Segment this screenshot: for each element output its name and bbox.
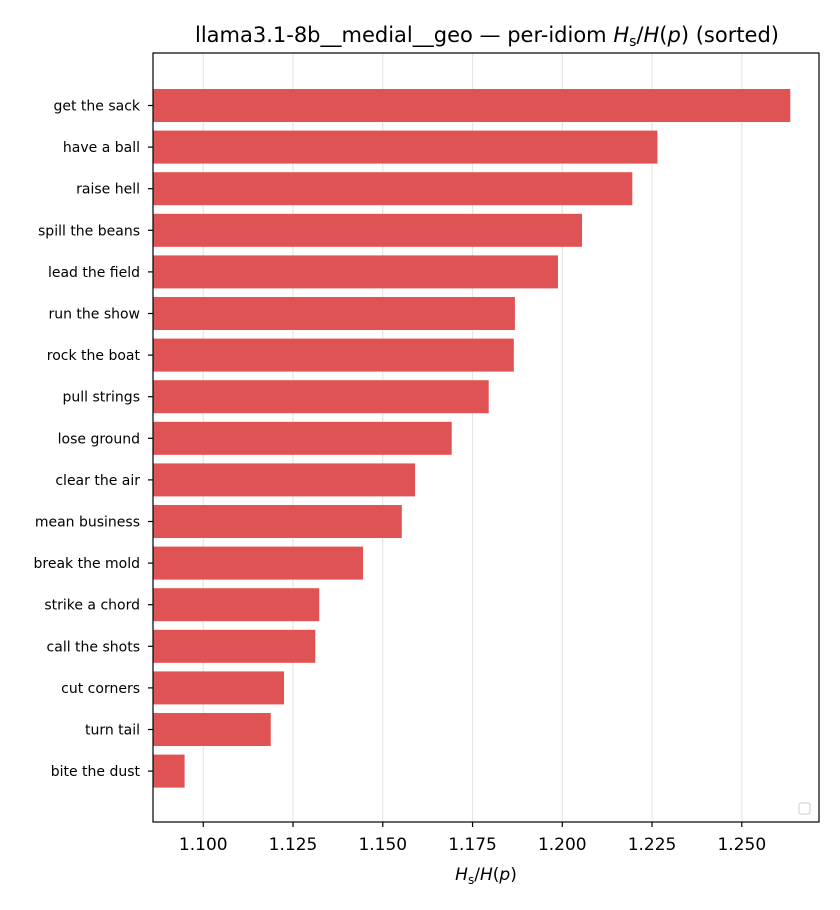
title-math-h: H: [613, 23, 629, 47]
y-tick-label: bite the dust: [51, 764, 141, 780]
x-tick-label: 1.200: [538, 835, 587, 855]
x-tick-label: 1.250: [717, 835, 766, 855]
y-tick-label: have a ball: [63, 140, 140, 156]
bar: [153, 89, 791, 122]
title-math-sub: s: [629, 34, 636, 50]
y-tick-label: run the show: [48, 307, 140, 323]
xlabel-sub: s: [468, 873, 474, 887]
legend-box: [798, 802, 811, 815]
bar: [153, 338, 514, 372]
x-axis-label: Hs/H(p): [455, 865, 517, 887]
y-tick-label: break the mold: [34, 556, 141, 572]
xlabel-h2: H: [480, 865, 493, 885]
bar: [153, 172, 633, 206]
bar: [153, 671, 285, 705]
bar: [153, 297, 515, 330]
bar: [153, 463, 416, 497]
xlabel-paren-close: ): [510, 865, 517, 885]
x-tick-label: 1.175: [448, 835, 497, 855]
title-math-hp: H: [643, 23, 659, 47]
title-suffix: (sorted): [689, 23, 779, 47]
bar: [153, 546, 364, 580]
x-tick-label: 1.225: [628, 835, 677, 855]
x-tick-label: 1.100: [179, 835, 228, 855]
xlabel-paren: (: [493, 865, 500, 885]
y-tick-label: get the sack: [53, 99, 140, 115]
chart-title: llama3.1-8b__medial__geo — per-idiom Hs/…: [195, 23, 779, 50]
x-tick-label: 1.125: [269, 835, 318, 855]
y-tick-label: raise hell: [76, 182, 140, 198]
y-tick-label: turn tail: [85, 723, 140, 739]
bar: [153, 380, 489, 414]
bar: [153, 588, 320, 622]
y-tick-label: lose ground: [58, 431, 140, 447]
bar: [153, 255, 558, 289]
y-tick-label: spill the beans: [38, 223, 140, 239]
title-math-paren: (: [659, 23, 667, 47]
y-tick-label: strike a chord: [44, 598, 140, 614]
y-tick-label: lead the field: [48, 265, 140, 281]
bar: [153, 713, 271, 746]
bar: [153, 421, 452, 455]
y-axis: get the sack have a ball raise hell spill t…: [34, 99, 153, 780]
bars: [153, 89, 791, 788]
y-tick-label: mean business: [35, 515, 140, 531]
y-tick-label: rock the boat: [47, 348, 141, 364]
bar: [153, 629, 316, 663]
bar: [153, 213, 583, 247]
title-math-p: p: [666, 23, 680, 47]
y-tick-label: pull strings: [63, 390, 140, 406]
x-axis: 1.100 1.125 1.150 1.175 1.200 1.225 1.250: [179, 822, 766, 855]
y-tick-label: clear the air: [55, 473, 140, 489]
title-math-paren-close: ): [681, 23, 689, 47]
bar: [153, 130, 658, 164]
y-tick-label: call the shots: [47, 639, 140, 655]
x-tick-label: 1.150: [358, 835, 407, 855]
xlabel-h: H: [455, 865, 468, 885]
y-tick-label: cut corners: [61, 681, 140, 697]
title-math-rest: /: [636, 23, 644, 47]
bar: [153, 754, 185, 788]
xlabel-slash: /: [474, 865, 480, 885]
xlabel-p: p: [498, 865, 510, 885]
bar: [153, 505, 402, 538]
plot-frame: [152, 52, 820, 823]
title-prefix: llama3.1-8b__medial__geo — per-idiom: [195, 23, 613, 48]
